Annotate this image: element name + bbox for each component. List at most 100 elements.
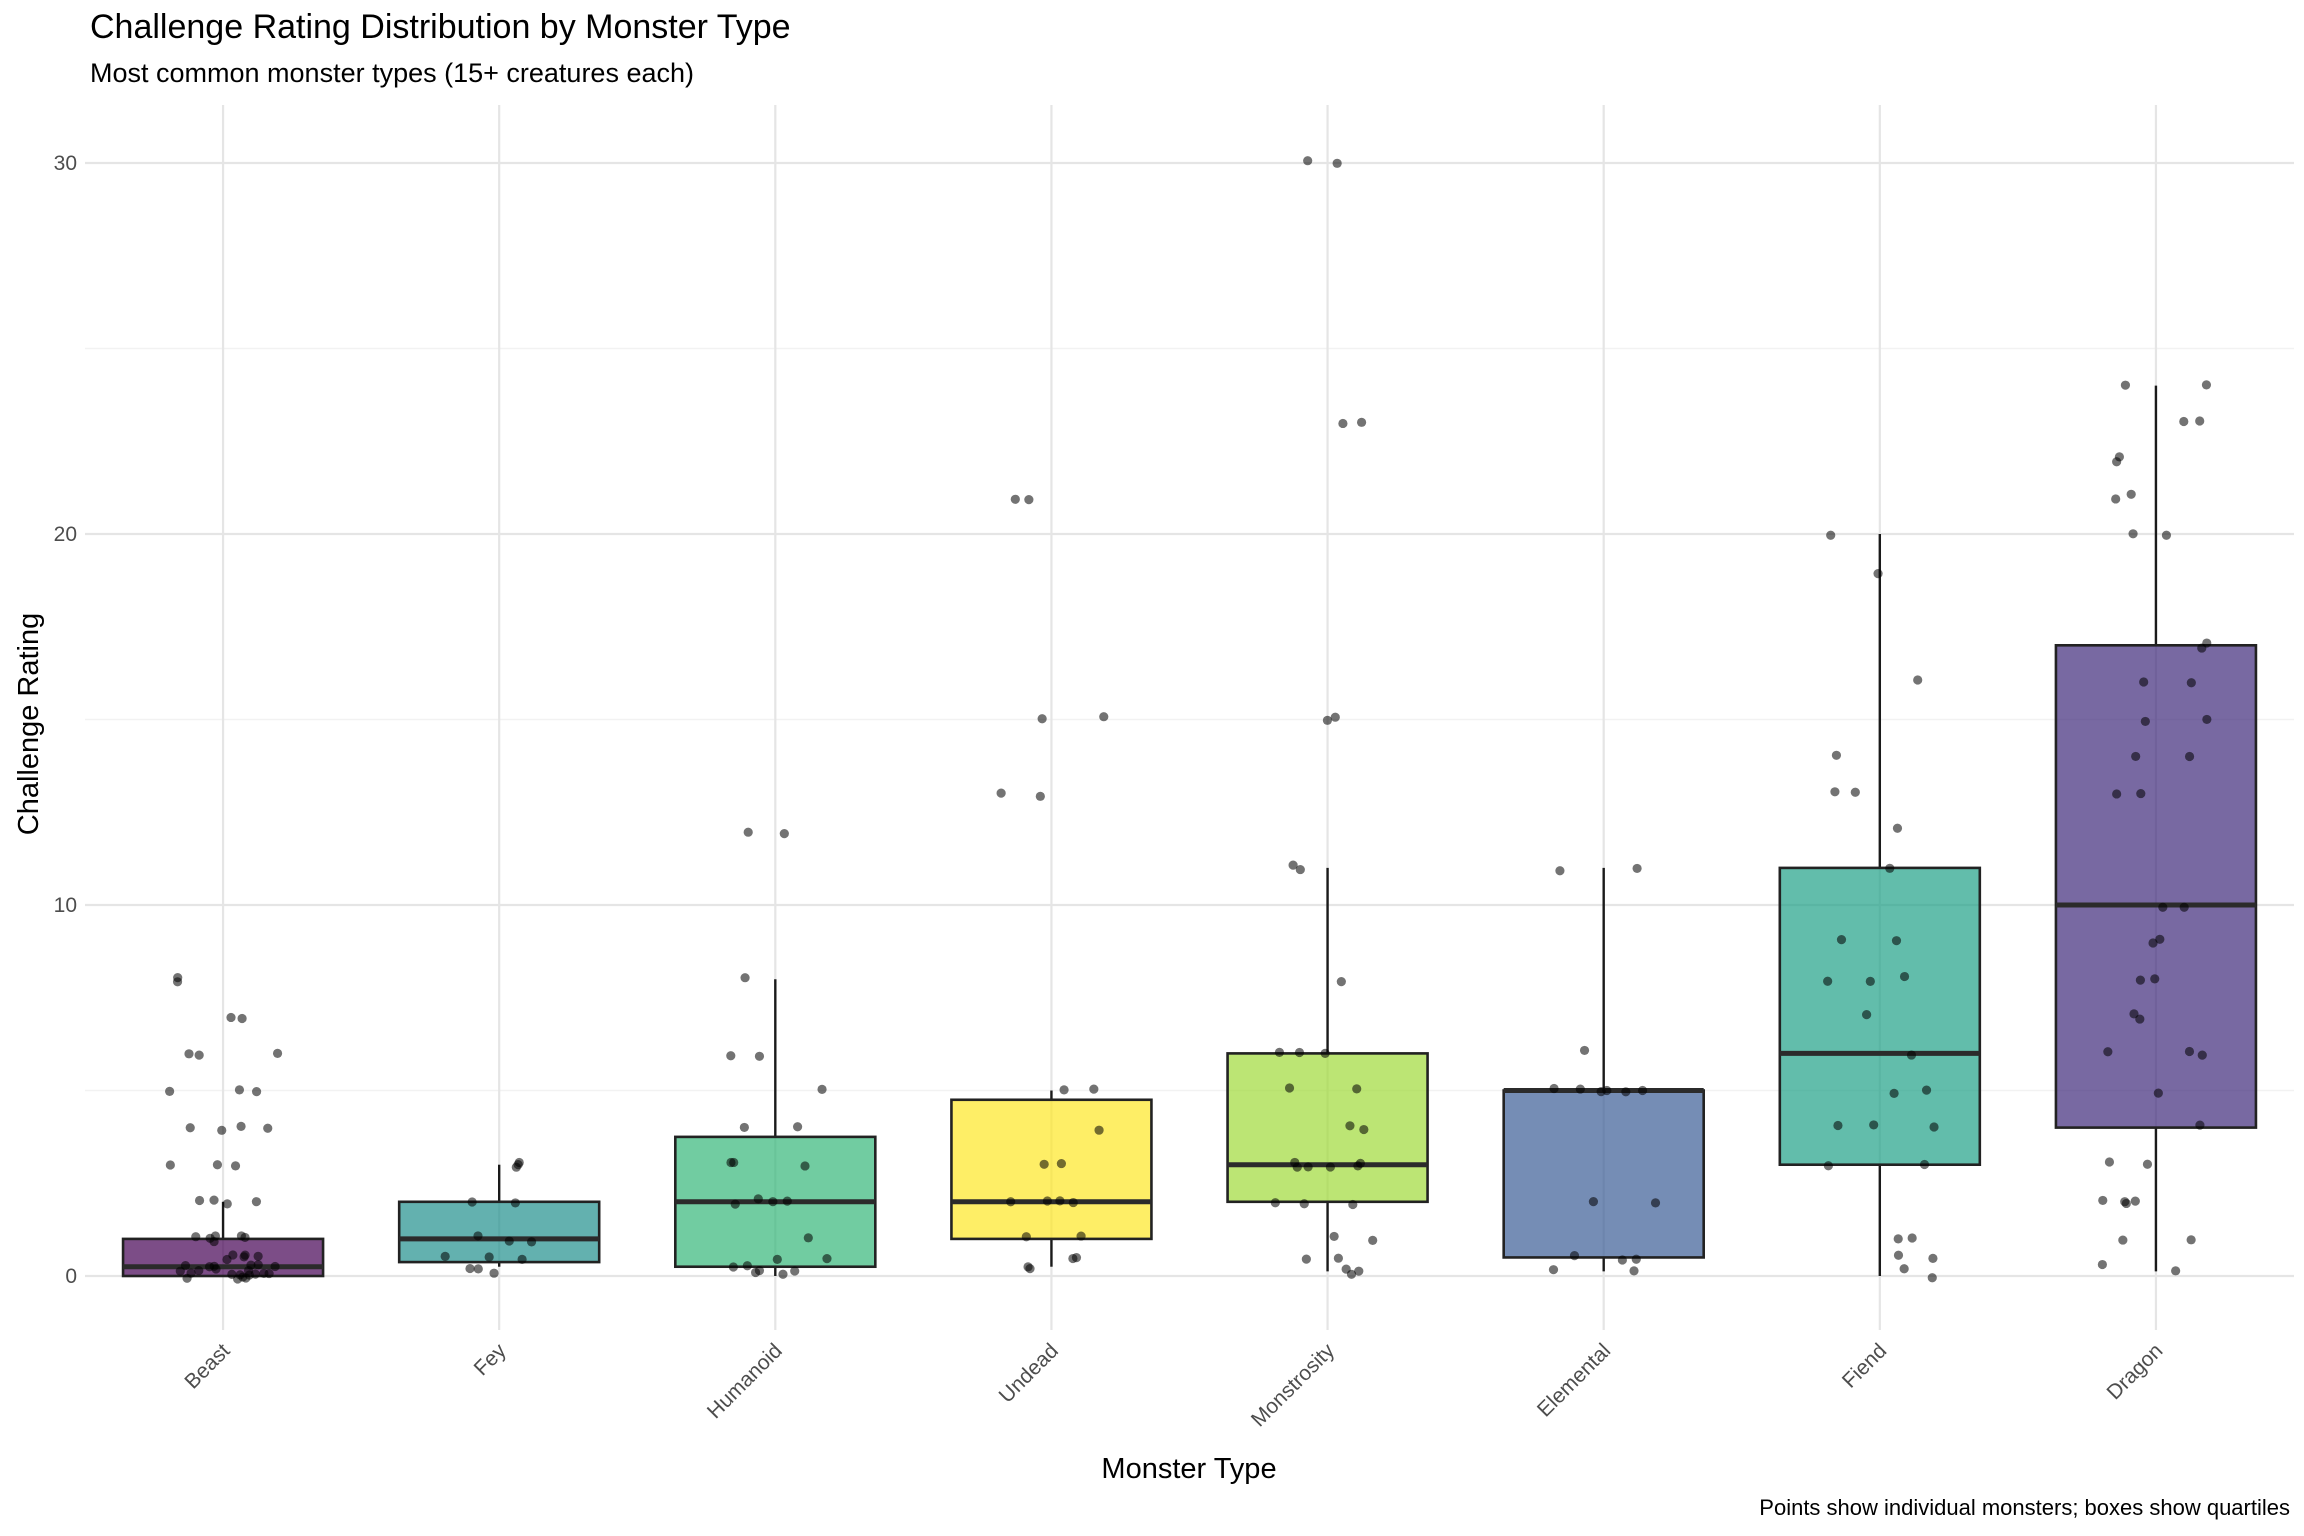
- data-point: [790, 1266, 800, 1276]
- y-tick-label: 0: [65, 1265, 77, 1288]
- data-point: [1899, 1264, 1909, 1274]
- data-point: [1330, 712, 1340, 722]
- data-point: [1927, 1273, 1937, 1283]
- data-point: [1579, 1045, 1590, 1056]
- data-point: [996, 788, 1006, 798]
- data-point: [2136, 788, 2146, 799]
- data-point: [263, 1123, 273, 1133]
- data-point: [1850, 787, 1860, 797]
- data-point: [473, 1264, 483, 1274]
- data-point: [1353, 1161, 1363, 1171]
- data-point: [1929, 1122, 1939, 1132]
- data-point: [251, 1197, 262, 1207]
- data-point: [782, 1196, 792, 1206]
- data-point: [1833, 1120, 1843, 1131]
- data-point: [236, 1231, 247, 1241]
- data-point: [1617, 1255, 1627, 1265]
- box-group: [121, 385, 2258, 1278]
- data-point: [1292, 1162, 1302, 1172]
- data-point: [526, 1237, 537, 1247]
- data-point: [2142, 1159, 2153, 1169]
- x-tick-label: Monstrosity: [1247, 1339, 1340, 1432]
- data-point: [1621, 1087, 1631, 1097]
- data-point: [270, 1261, 280, 1272]
- data-point: [2195, 1120, 2205, 1130]
- data-point: [1055, 1196, 1065, 1206]
- data-point: [185, 1123, 195, 1133]
- data-point: [194, 1050, 204, 1060]
- data-point: [1099, 712, 1109, 722]
- data-point: [2098, 1195, 2108, 1206]
- data-point: [2195, 416, 2205, 426]
- data-point: [250, 1269, 260, 1279]
- y-axis-title: Challenge Rating: [13, 613, 45, 835]
- data-point: [1549, 1083, 1559, 1094]
- data-point: [1650, 1198, 1661, 1208]
- data-point: [2129, 1009, 2139, 1019]
- chart-title: Challenge Rating Distribution by Monster…: [90, 8, 791, 46]
- x-tick-label: Humanoid: [703, 1339, 787, 1423]
- data-point: [1039, 1159, 1049, 1169]
- data-point: [253, 1251, 263, 1261]
- data-point: [1024, 495, 1034, 505]
- data-point: [822, 1254, 832, 1264]
- data-point: [1076, 1231, 1086, 1241]
- data-point: [2135, 975, 2146, 985]
- data-point: [1299, 1199, 1309, 1209]
- data-point: [1333, 1253, 1343, 1263]
- data-point: [2112, 789, 2122, 799]
- data-point: [1893, 1234, 1903, 1244]
- data-point: [1892, 823, 1903, 833]
- data-point: [728, 1262, 738, 1272]
- data-point: [504, 1236, 514, 1246]
- data-point: [1320, 1048, 1330, 1058]
- data-point: [2118, 1235, 2128, 1245]
- data-point: [1928, 1253, 1938, 1263]
- data-point: [1889, 1088, 1899, 1098]
- data-point: [1899, 971, 1910, 982]
- data-point: [2150, 974, 2160, 984]
- data-point: [1023, 1262, 1033, 1272]
- data-point: [1037, 714, 1047, 724]
- data-point: [1338, 418, 1348, 429]
- data-point: [1270, 1198, 1280, 1208]
- data-point: [517, 1254, 527, 1265]
- data-point: [1288, 860, 1298, 870]
- data-point: [1873, 568, 1883, 579]
- data-point: [1295, 864, 1305, 875]
- data-point: [1354, 1266, 1364, 1276]
- data-point: [742, 1261, 752, 1271]
- data-point: [2158, 902, 2168, 912]
- data-point: [1548, 1265, 1559, 1275]
- data-point: [1865, 976, 1875, 986]
- data-point: [2139, 677, 2149, 687]
- data-point: [264, 1268, 274, 1279]
- data-point: [1830, 787, 1840, 797]
- data-point: [2104, 1157, 2115, 1167]
- data-point: [1906, 1050, 1917, 1060]
- data-point: [222, 1199, 232, 1209]
- data-point: [1588, 1197, 1599, 1207]
- data-point: [489, 1268, 499, 1278]
- data-point: [1348, 1199, 1358, 1210]
- data-point: [1056, 1158, 1066, 1169]
- data-point: [173, 973, 183, 983]
- data-point: [510, 1198, 520, 1208]
- data-point: [2111, 494, 2121, 504]
- data-point: [1823, 1161, 1833, 1171]
- data-point: [217, 1125, 227, 1135]
- data-point: [1862, 1010, 1872, 1020]
- data-point: [753, 1194, 763, 1204]
- data-point: [251, 1087, 262, 1097]
- y-tick-label: 10: [54, 894, 77, 917]
- data-point: [1301, 1254, 1311, 1264]
- data-point: [1068, 1197, 1078, 1208]
- data-point: [236, 1121, 246, 1131]
- data-point: [1569, 1251, 1580, 1261]
- data-point: [1341, 1264, 1351, 1274]
- data-point: [1869, 1120, 1879, 1130]
- data-point: [237, 1013, 247, 1024]
- chart-caption: Points show individual monsters; boxes s…: [1759, 1495, 2290, 1520]
- data-point: [1631, 1254, 1641, 1264]
